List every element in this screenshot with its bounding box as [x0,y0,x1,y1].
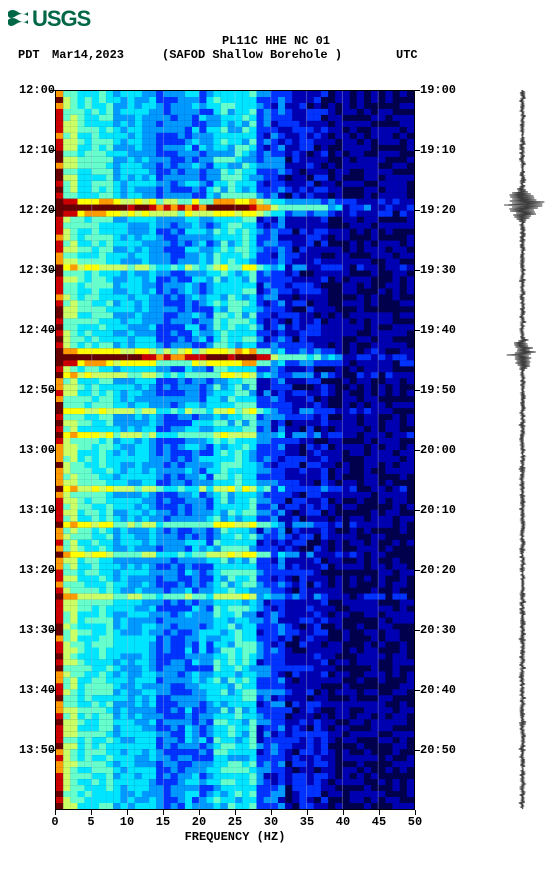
y-tick-right: 19:10 [420,143,456,157]
x-tick: 20 [192,815,206,829]
svg-text:USGS: USGS [32,6,91,31]
y-tick-right: 19:40 [420,323,456,337]
spectrogram-plot [55,90,415,810]
usgs-logo: USGS [6,4,102,32]
x-tick: 45 [372,815,386,829]
y-tick-right: 20:50 [420,743,456,757]
x-tick: 30 [264,815,278,829]
right-tz-label: UTC [396,48,418,62]
date-value: Mar14,2023 [52,48,124,62]
x-tick: 0 [51,815,58,829]
y-tick-right: 20:40 [420,683,456,697]
y-tick-right: 20:20 [420,563,456,577]
waveform-trace [495,90,550,810]
y-tick-right: 19:30 [420,263,456,277]
y-tick-right: 19:50 [420,383,456,397]
y-tick-right: 20:10 [420,503,456,517]
x-tick: 35 [300,815,314,829]
x-tick: 25 [228,815,242,829]
x-tick: 5 [87,815,94,829]
x-tick: 15 [156,815,170,829]
x-axis-label: FREQUENCY (HZ) [55,830,415,844]
left-tz-label: PDT [18,48,40,62]
y-tick-right: 19:20 [420,203,456,217]
y-tick-right: 19:00 [420,83,456,97]
x-tick: 10 [120,815,134,829]
y-tick-right: 20:00 [420,443,456,457]
x-tick: 50 [408,815,422,829]
chart-title: PL11C HHE NC 01 [0,34,552,48]
chart-subtitle: (SAFOD Shallow Borehole ) [162,48,342,62]
x-tick: 40 [336,815,350,829]
y-tick-right: 20:30 [420,623,456,637]
